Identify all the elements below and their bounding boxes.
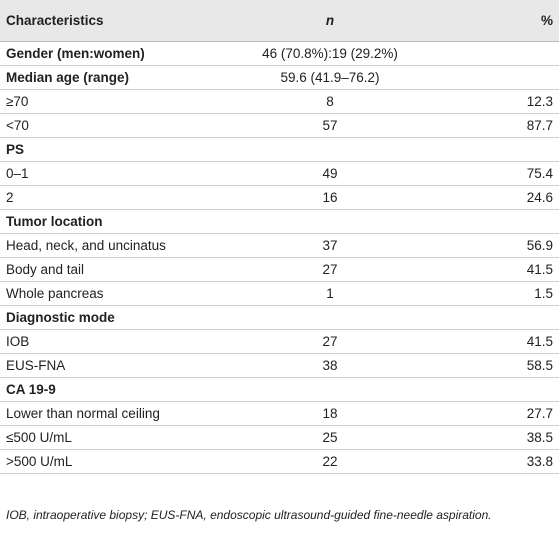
group-row: Tumor location [0, 210, 559, 234]
cell: >500 U/mL [6, 454, 73, 469]
header-row: Characteristics n% [0, 0, 559, 42]
cell: Lower than normal ceiling [6, 406, 160, 421]
group-title: Diagnostic mode [6, 310, 115, 325]
cell: 0–1 [6, 166, 29, 181]
cell: 25 [322, 430, 338, 445]
cell: Whole pancreas [6, 286, 104, 301]
group-row: PS [0, 138, 559, 162]
cell: Head, neck, and uncinatus [6, 238, 166, 253]
data-row: EUS-FNA 38 58.5 [0, 354, 559, 378]
group-row: Median age (range) 59.6 (41.9–76.2) [0, 66, 559, 90]
cell: 75.4 [526, 166, 553, 181]
cell: 8 [326, 94, 334, 109]
cell: 41.5 [526, 334, 553, 349]
group-value: 46 (70.8%):19 (29.2%) [262, 46, 398, 61]
data-row: Lower than normal ceiling 18 27.7 [0, 402, 559, 426]
data-row: >500 U/mL 22 33.8 [0, 450, 559, 474]
group-title: Tumor location [6, 214, 103, 229]
data-row: Head, neck, and uncinatus 37 56.9 [0, 234, 559, 258]
cell: 38.5 [526, 430, 553, 445]
table: Characteristics n% Gender (men:women) 46 (7… [0, 0, 559, 474]
cell: 24.6 [526, 190, 553, 205]
header-cell: n [325, 13, 335, 28]
cell: 33.8 [526, 454, 553, 469]
cell: IOB [6, 334, 30, 349]
cell: 57 [322, 118, 338, 133]
data-row: 2 16 24.6 [0, 186, 559, 210]
data-row: IOB 27 41.5 [0, 330, 559, 354]
cell: 27.7 [526, 406, 553, 421]
cell: EUS-FNA [6, 358, 66, 373]
group-value: 59.6 (41.9–76.2) [280, 70, 380, 85]
cell: 49 [322, 166, 338, 181]
group-title: Median age (range) [6, 70, 130, 85]
cell: 38 [322, 358, 338, 373]
cell: 16 [322, 190, 338, 205]
cell: 87.7 [526, 118, 553, 133]
header-cell: % [540, 13, 553, 28]
group-row: Gender (men:women) 46 (70.8%):19 (29.2%) [0, 42, 559, 66]
cell: 58.5 [526, 358, 553, 373]
cell: 12.3 [526, 94, 553, 109]
group-row: Diagnostic mode [0, 306, 559, 330]
data-row: ≤500 U/mL 25 38.5 [0, 426, 559, 450]
cell: 27 [322, 334, 338, 349]
cell: <70 [6, 118, 29, 133]
group-title: Gender (men:women) [6, 46, 145, 61]
cell: 1 [326, 286, 334, 301]
cell: 41.5 [526, 262, 553, 277]
cell: ≥70 [6, 94, 29, 109]
group-row: CA 19-9 [0, 378, 559, 402]
data-row: Whole pancreas 1 1.5 [0, 282, 559, 306]
header-cell: Characteristics [6, 13, 104, 28]
cell: 18 [322, 406, 338, 421]
data-row: ≥70 8 12.3 [0, 90, 559, 114]
cell: 22 [322, 454, 338, 469]
cell: 27 [322, 262, 338, 277]
group-title: PS [6, 142, 25, 157]
cell: 1.5 [534, 286, 553, 301]
data-row: <70 57 87.7 [0, 114, 559, 138]
footnote: IOB, intraoperative biopsy; EUS-FNA, end… [6, 508, 492, 522]
cell: ≤500 U/mL [6, 430, 72, 445]
cell: 2 [6, 190, 14, 205]
cell: 37 [322, 238, 338, 253]
group-title: CA 19-9 [6, 382, 56, 397]
cell: 56.9 [526, 238, 553, 253]
data-row: 0–1 49 75.4 [0, 162, 559, 186]
data-row: Body and tail 27 41.5 [0, 258, 559, 282]
cell: Body and tail [6, 262, 85, 277]
